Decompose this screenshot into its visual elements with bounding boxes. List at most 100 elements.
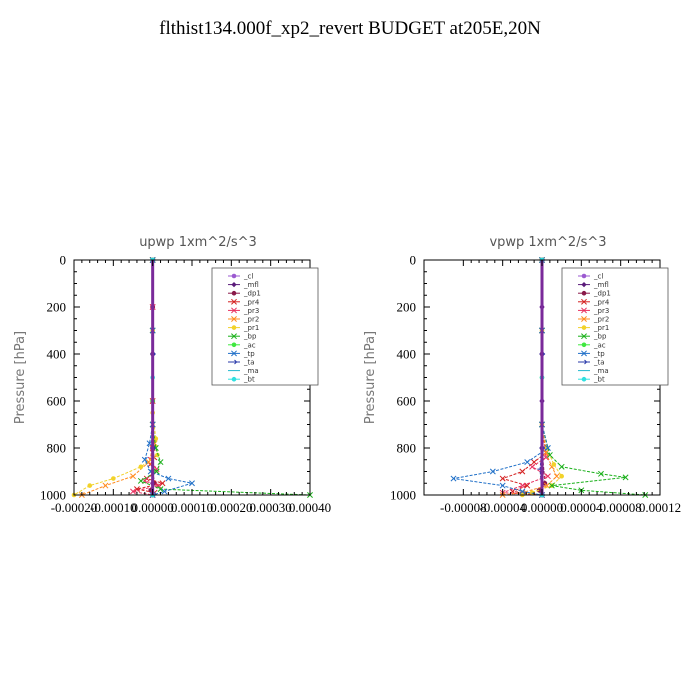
y-tick-label: 0 xyxy=(60,253,67,268)
data-point xyxy=(189,480,195,487)
data-point xyxy=(622,474,629,481)
legend-marker xyxy=(231,325,237,330)
legend-label: _bp xyxy=(593,333,607,341)
series-line xyxy=(501,260,547,496)
y-tick-label: 200 xyxy=(397,300,417,315)
legend-label: _dp1 xyxy=(243,290,261,298)
y-tick-label: 600 xyxy=(47,394,67,409)
legend-marker xyxy=(581,290,587,296)
series-line xyxy=(453,260,549,496)
legend-label: _pr3 xyxy=(593,307,609,315)
legend-label: _ma xyxy=(593,367,609,375)
page-title: flthist134.000f_xp2_revert BUDGET at205E… xyxy=(159,18,541,39)
legend-label: _pr1 xyxy=(593,324,609,332)
legend-box xyxy=(561,267,669,386)
data-point xyxy=(559,473,564,479)
data-point xyxy=(548,482,555,489)
legend-marker xyxy=(581,282,587,288)
data-point xyxy=(159,480,166,487)
legend-label: _cl xyxy=(243,273,253,281)
x-tick-label: 0.00000 xyxy=(132,500,174,515)
data-point xyxy=(519,482,526,489)
data-point xyxy=(111,476,116,481)
data-point xyxy=(499,482,506,489)
x-tick-label: 0.00020 xyxy=(210,500,252,515)
data-point xyxy=(546,452,553,459)
legend-label: _pr1 xyxy=(243,324,259,332)
legend-label: _pr4 xyxy=(593,298,610,306)
data-point xyxy=(157,486,164,493)
legend-marker xyxy=(231,342,237,348)
data-point xyxy=(529,490,535,495)
legend-label: _pr3 xyxy=(243,307,259,315)
legend-marker xyxy=(581,325,587,330)
x-tick-label: -0.00008 xyxy=(440,500,487,515)
legend-marker xyxy=(231,307,237,314)
data-point xyxy=(130,473,136,480)
data-point xyxy=(558,463,565,470)
legend-label: _bp xyxy=(243,333,257,341)
legend-marker xyxy=(231,333,237,340)
legend-label: _pr2 xyxy=(243,316,259,324)
x-tick-label: 0.00010 xyxy=(171,500,213,515)
panel-title: vpwp 1xm^2/s^3 xyxy=(489,235,606,250)
legend: _cl_mfl_dp1_pr4_pr3_pr2_pr1_bp_ac_tp_ta_… xyxy=(561,267,669,386)
data-point xyxy=(130,488,136,495)
legend-marker xyxy=(581,298,587,305)
y-axis-label: Pressure [hPa] xyxy=(363,331,378,424)
legend-marker xyxy=(231,350,237,357)
data-point xyxy=(141,456,148,463)
data-point xyxy=(137,477,144,484)
x-tick-label: 0.00030 xyxy=(250,500,292,515)
legend-marker xyxy=(581,316,587,322)
legend-label: _dp1 xyxy=(593,290,611,298)
x-tick-label: -0.00010 xyxy=(90,500,137,515)
data-point xyxy=(524,459,531,466)
y-tick-label: 1000 xyxy=(390,488,416,503)
y-tick-label: 400 xyxy=(47,347,67,362)
data-point xyxy=(155,452,160,458)
x-tick-label: -0.00020 xyxy=(51,500,98,515)
legend-label: _pr4 xyxy=(243,298,260,306)
legend-label: _mfl xyxy=(593,281,609,289)
legend-marker xyxy=(231,298,237,305)
legend-label: _tp xyxy=(593,350,605,358)
data-point xyxy=(489,468,496,475)
data-point xyxy=(519,488,526,495)
y-tick-label: 800 xyxy=(47,441,67,456)
panel-title: upwp 1xm^2/s^3 xyxy=(139,235,257,250)
legend-marker xyxy=(581,333,587,340)
data-point xyxy=(553,473,560,480)
y-axis-label: Pressure [hPa] xyxy=(13,331,28,424)
data-point xyxy=(499,475,506,482)
legend-marker xyxy=(231,282,237,288)
y-tick-label: 200 xyxy=(47,300,67,315)
data-point xyxy=(544,445,551,451)
data-point xyxy=(165,475,172,482)
legend-marker xyxy=(231,290,237,296)
y-tick-label: 400 xyxy=(397,347,417,362)
data-point xyxy=(102,482,109,489)
x-tick-label: -0.00004 xyxy=(479,500,526,515)
data-point xyxy=(529,463,536,470)
legend-marker xyxy=(581,359,588,365)
x-tick-label: 0.00008 xyxy=(600,500,642,515)
series-pr2 xyxy=(499,257,560,498)
y-tick-label: 0 xyxy=(410,253,417,268)
legend-label: _cl xyxy=(593,273,603,281)
data-point xyxy=(543,482,550,489)
y-tick-label: 600 xyxy=(397,394,417,409)
series-line xyxy=(81,260,156,496)
legend-label: _ta xyxy=(243,359,255,367)
legend-marker xyxy=(581,376,587,382)
legend: _cl_mfl_dp1_pr4_pr3_pr2_pr1_bp_ac_tp_ta_… xyxy=(211,267,319,386)
legend-label: _ac xyxy=(593,341,606,349)
legend-marker xyxy=(231,273,237,279)
legend-marker xyxy=(581,350,587,357)
legend-label: _mfl xyxy=(243,281,259,289)
y-tick-label: 1000 xyxy=(40,488,66,503)
legend-marker xyxy=(581,342,587,348)
chart-panel-upwp: upwp 1xm^2/s^3 Pressure [hPa] -0.00020-0.0… xyxy=(13,235,331,515)
legend-marker xyxy=(231,316,237,322)
